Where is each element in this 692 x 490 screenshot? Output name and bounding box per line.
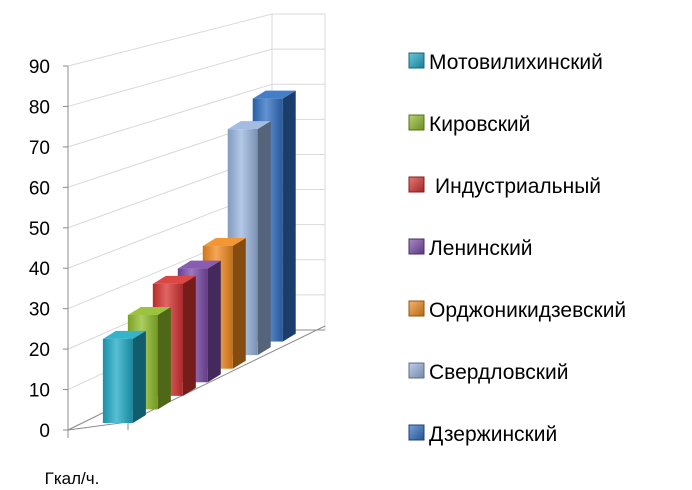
legend-entry: Дзержинский <box>408 423 557 446</box>
gridline <box>67 13 325 67</box>
y-tick-label: 0 <box>39 421 50 442</box>
bar <box>102 330 146 423</box>
y-tick-label: 50 <box>29 219 50 240</box>
legend-swatch <box>408 52 425 69</box>
bar-top-face <box>127 306 171 315</box>
bar-top-face <box>252 90 296 99</box>
y-tick-label: 10 <box>29 381 50 402</box>
legend-swatch <box>408 238 425 255</box>
legend-label: Ленинский <box>429 237 533 260</box>
legend-entry: Орджоникидзевский <box>408 299 626 322</box>
legend-swatch <box>408 362 425 379</box>
legend: Мотовилихинский Кировский Индустриальный Ле… <box>408 51 626 446</box>
bar-top-face <box>152 275 196 284</box>
y-tick-label: 20 <box>29 340 50 361</box>
bar-top-face <box>102 330 146 339</box>
bar-front-face <box>102 338 133 423</box>
legend-swatch <box>408 176 425 193</box>
legend-entry: Кировский <box>408 113 530 136</box>
y-tick-label: 40 <box>29 259 50 280</box>
legend-swatch <box>408 300 425 317</box>
bar-top-face <box>202 238 246 247</box>
legend-label: Кировский <box>429 113 530 136</box>
legend-label: Мотовилихинский <box>429 51 603 74</box>
legend-label: Свердловский <box>429 361 568 384</box>
legend-entry: Мотовилихинский <box>408 51 603 74</box>
legend-label: Дзержинский <box>429 423 557 446</box>
bar-side-face <box>257 121 271 356</box>
bars <box>102 90 296 423</box>
legend-swatch <box>408 424 425 441</box>
axis-labels: 0 10 20 30 40 50 60 70 80 90 Гкал/ч. <box>29 57 99 488</box>
bar-top-face <box>227 121 271 130</box>
bar-side-face <box>232 238 246 369</box>
legend-label: Индустриальный <box>435 175 601 198</box>
legend-label: Орджоникидзевский <box>429 299 626 322</box>
y-tick-label: 30 <box>29 300 50 321</box>
bar-side-face <box>182 275 196 396</box>
bar-side-face <box>157 306 171 410</box>
x-tick-label: Гкал/ч. <box>45 469 100 488</box>
y-tick-label: 80 <box>29 97 50 118</box>
y-tick-label: 70 <box>29 138 50 159</box>
bar-side-face <box>132 330 146 423</box>
y-tick-label: 60 <box>29 178 50 199</box>
legend-entry: Ленинский <box>408 237 533 260</box>
legend-entry: Индустриальный <box>408 175 601 198</box>
y-tick-label: 90 <box>29 57 50 78</box>
bar-side-face <box>207 260 221 383</box>
legend-swatch <box>408 114 425 131</box>
bar-side-face <box>282 90 296 342</box>
bar-top-face <box>177 260 221 269</box>
legend-entry: Свердловский <box>408 361 568 384</box>
